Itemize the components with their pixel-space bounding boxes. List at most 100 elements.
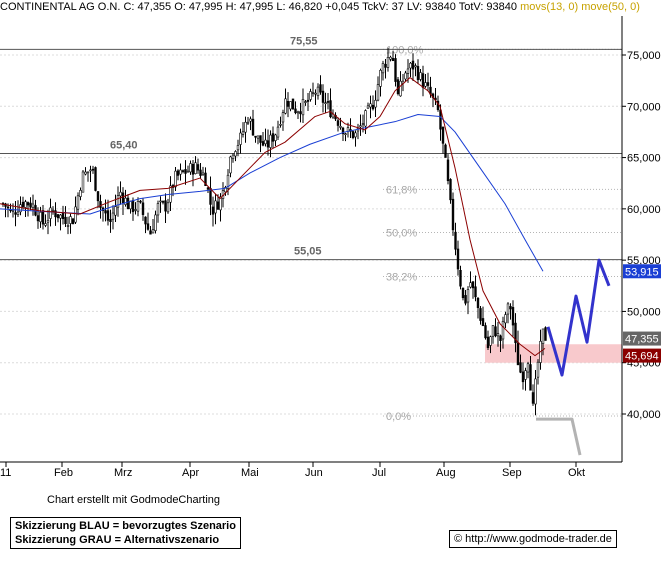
candle-body bbox=[176, 170, 180, 176]
candle-body bbox=[419, 72, 422, 80]
candle-body bbox=[276, 126, 280, 138]
candle-body bbox=[194, 162, 197, 174]
candle-body bbox=[359, 125, 362, 128]
candle-body bbox=[59, 214, 62, 219]
candle-body bbox=[386, 56, 390, 68]
x-tick-label: Mrz bbox=[114, 467, 132, 479]
candle-body bbox=[344, 133, 347, 135]
y-tick-label: 50,000 bbox=[627, 306, 661, 318]
candle-body bbox=[241, 131, 245, 135]
fibonacci-label: 0,0% bbox=[386, 411, 411, 423]
candle-body bbox=[144, 216, 147, 225]
candle-body bbox=[426, 82, 430, 86]
candle-body bbox=[76, 195, 80, 210]
candle-body bbox=[381, 63, 385, 74]
price-tag bbox=[623, 348, 661, 363]
candle-body bbox=[129, 200, 132, 210]
candle-body bbox=[64, 216, 67, 225]
candle-body bbox=[369, 103, 372, 108]
candle-body bbox=[41, 210, 45, 225]
candle-body bbox=[464, 295, 467, 304]
x-tick-label: Feb bbox=[54, 467, 73, 479]
candle-body bbox=[374, 99, 377, 108]
candle-body bbox=[404, 72, 407, 80]
horizontal-level-label: 65,40 bbox=[110, 139, 138, 151]
candle-body bbox=[289, 101, 292, 110]
candle-body bbox=[261, 141, 265, 146]
candle-body bbox=[16, 211, 20, 215]
y-tick-label: 70,000 bbox=[627, 101, 661, 113]
y-tick-label: 55,000 bbox=[627, 255, 661, 267]
candle-body bbox=[384, 64, 387, 68]
x-tick-label: Aug bbox=[436, 467, 456, 479]
candle-body bbox=[476, 297, 480, 309]
candle-body bbox=[71, 218, 75, 225]
candle-body bbox=[406, 68, 410, 74]
horizontal-level-label: 75,55 bbox=[290, 35, 318, 47]
candle-body bbox=[471, 281, 475, 289]
candle-body bbox=[36, 215, 40, 222]
scenario-blue-line bbox=[546, 258, 611, 377]
candle-body bbox=[99, 201, 102, 208]
candle-body bbox=[516, 342, 520, 366]
candle-body bbox=[19, 204, 22, 213]
moving-average-label: movs(13, 0) move(50, 0) bbox=[520, 1, 640, 13]
candle-body bbox=[89, 169, 92, 172]
candle-body bbox=[159, 200, 162, 203]
candle-body bbox=[26, 202, 30, 206]
candle-body bbox=[86, 171, 90, 174]
candle-body bbox=[109, 218, 112, 222]
candle-body bbox=[354, 132, 357, 138]
candle-body bbox=[511, 307, 515, 326]
candle-body bbox=[151, 229, 155, 234]
candle-body bbox=[396, 79, 400, 95]
candle-body bbox=[364, 110, 367, 127]
candle-body bbox=[146, 223, 150, 230]
candle-body bbox=[491, 325, 495, 337]
price-tag bbox=[623, 331, 661, 346]
moving-average-13-line bbox=[0, 77, 546, 357]
candle-body bbox=[504, 314, 507, 324]
x-tick-label: Jun bbox=[305, 467, 323, 479]
candle-body bbox=[136, 201, 140, 212]
candle-body bbox=[351, 131, 355, 139]
candle-body bbox=[239, 132, 242, 145]
candle-body bbox=[74, 206, 77, 223]
candle-body bbox=[56, 214, 60, 219]
candle-body bbox=[91, 168, 95, 171]
candle-body bbox=[6, 206, 10, 209]
candle-body bbox=[361, 123, 365, 125]
candle-body bbox=[49, 207, 52, 219]
candle-body bbox=[484, 325, 487, 339]
price-tag-label: 53,915 bbox=[625, 266, 659, 278]
candle-body bbox=[414, 65, 417, 68]
candle-body bbox=[379, 70, 382, 87]
candle-body bbox=[266, 140, 270, 148]
candle-body bbox=[21, 201, 25, 207]
support-zone bbox=[485, 344, 622, 363]
candle-body bbox=[196, 164, 200, 171]
candle-body bbox=[301, 99, 305, 116]
candle-body bbox=[106, 210, 110, 221]
candle-body bbox=[531, 392, 535, 404]
x-tick-label: Jul bbox=[372, 467, 386, 479]
candle-body bbox=[84, 171, 87, 175]
x-tick-label: Mai bbox=[241, 467, 259, 479]
chart-header: CONTINENTAL AG O.N. C: 47,355 O: 47,995 … bbox=[0, 0, 661, 16]
candle-body bbox=[309, 91, 312, 100]
candle-body bbox=[216, 201, 220, 210]
candle-body bbox=[139, 200, 142, 203]
candle-body bbox=[141, 202, 145, 215]
candle-body bbox=[399, 80, 402, 97]
candle-body bbox=[226, 174, 230, 189]
candle-body bbox=[206, 187, 210, 190]
candle-body bbox=[524, 370, 527, 380]
scenario-gray-line bbox=[536, 417, 582, 456]
candle-body bbox=[66, 225, 70, 227]
candle-body bbox=[459, 269, 462, 287]
candle-body bbox=[121, 192, 125, 204]
candle-body bbox=[164, 200, 167, 212]
x-tick-label: Okt bbox=[568, 467, 585, 479]
candle-body bbox=[389, 56, 392, 60]
price-tag bbox=[623, 264, 661, 279]
